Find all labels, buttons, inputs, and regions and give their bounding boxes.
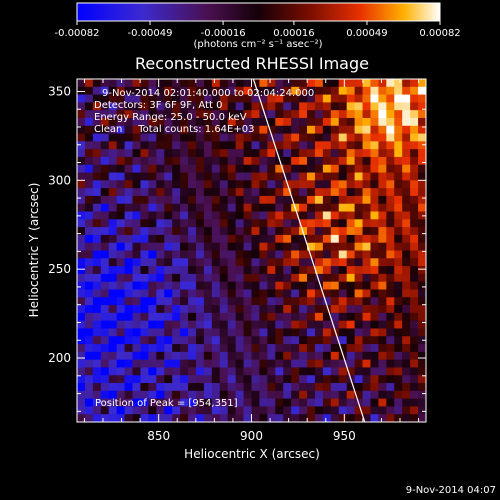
colorbar <box>76 2 441 22</box>
colorbar-tick-label: -0.00049 <box>128 28 173 39</box>
y-axis: 200 250 300 350 <box>48 84 426 412</box>
chart-title: Reconstructed RHESSI Image <box>135 54 369 73</box>
annotation-detectors: Detectors: 3F 6F 9F, Att 0 <box>94 100 222 111</box>
image-annotations: 9-Nov-2014 02:01:40.000 to 02:04:24.000 … <box>94 88 314 409</box>
solar-limb-line <box>252 78 366 423</box>
annotation-clean-counts: Clean Total counts: 1.64E+03 <box>94 124 254 135</box>
x-tick-label: 950 <box>333 429 356 443</box>
x-tick-label: 900 <box>240 429 263 443</box>
footer-timestamp: 9-Nov-2014 04:07 <box>405 485 496 496</box>
heatmap-image <box>77 79 426 422</box>
colorbar-tick-label: 0.00016 <box>273 28 314 39</box>
colorbar-unit-label: (photons cm⁻² s⁻¹ asec⁻²) <box>193 39 322 50</box>
y-tick-label: 250 <box>48 262 71 276</box>
x-axis-label: Heliocentric X (arcsec) <box>184 447 320 461</box>
colorbar-tick-label: -0.00082 <box>55 28 100 39</box>
peak-position-label: Position of Peak = [954,351] <box>95 398 238 409</box>
y-tick-label: 300 <box>48 173 71 187</box>
colorbar-tick-label: -0.00016 <box>201 28 246 39</box>
x-axis: 850 900 950 <box>83 79 420 443</box>
annotation-energy-range: Energy Range: 25.0 - 50.0 keV <box>94 112 247 123</box>
colorbar-ticks: -0.00082 -0.00049 -0.00016 0.00016 0.00049 0.… <box>55 21 461 39</box>
y-axis-label: Heliocentric Y (arcsec) <box>27 183 41 318</box>
colorbar-tick-label: 0.00082 <box>419 28 460 39</box>
y-tick-label: 350 <box>48 84 71 98</box>
x-tick-label: 850 <box>147 429 170 443</box>
y-tick-label: 200 <box>48 351 71 365</box>
annotation-time-range: 9-Nov-2014 02:01:40.000 to 02:04:24.000 <box>102 88 314 99</box>
colorbar-tick-label: 0.00049 <box>346 28 387 39</box>
